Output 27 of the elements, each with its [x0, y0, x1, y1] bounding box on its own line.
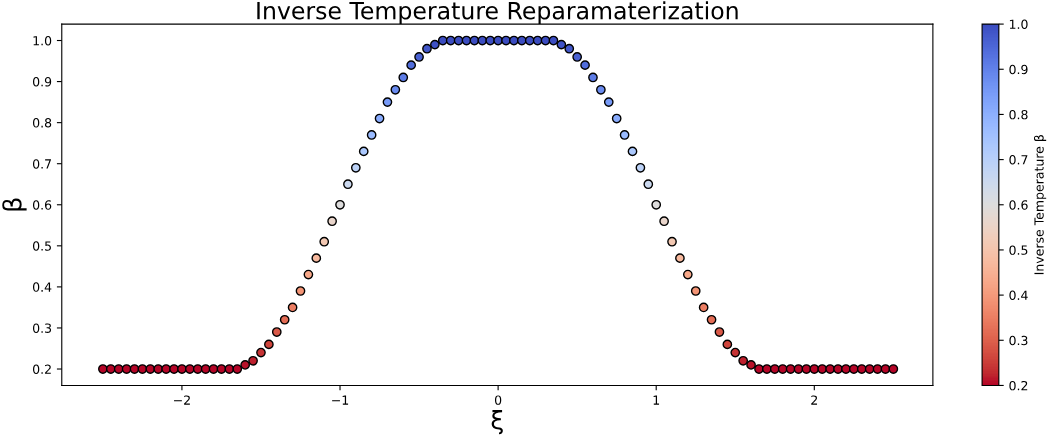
color-bar-label: 0.9	[1009, 64, 1028, 75]
color-bar-label: 0.4	[1009, 290, 1028, 301]
x-axis-title: ξ	[491, 410, 503, 435]
color-bar-label: 0.7	[1009, 155, 1028, 165]
color-bar-label: 0.3	[1009, 335, 1028, 346]
x-tick-label: −2	[174, 395, 190, 405]
chart-title: Inverse Temperature Reparamaterization	[257, 1, 738, 25]
y-tick-label: 0.8	[33, 118, 52, 128]
color-bar-label: 0.2	[1009, 380, 1028, 391]
y-tick-label: 0.2	[33, 364, 51, 374]
color-bar-label: 0.6	[1009, 200, 1028, 210]
color-bar-title: Inverse Temperature β	[1033, 135, 1047, 275]
x-tick-label: 1	[653, 395, 660, 405]
color-bar-label: 1.0	[1009, 19, 1028, 30]
color-bar-label: 0.5	[1009, 245, 1028, 255]
x-tick-label: −1	[332, 395, 349, 405]
y-tick-label: 1.0	[33, 35, 52, 46]
y-tick-label: 0.3	[33, 323, 52, 333]
y-axis-title: β	[2, 198, 27, 211]
x-tick-label: 2	[811, 395, 818, 405]
y-tick-label: 0.6	[33, 200, 52, 210]
color-bar-label: 0.8	[1009, 109, 1028, 120]
x-tick-label: 0	[494, 395, 502, 405]
y-tick-label: 0.9	[33, 77, 52, 87]
y-tick-label: 0.7	[33, 159, 51, 169]
y-tick-label: 0.4	[33, 282, 52, 292]
y-tick-label: 0.5	[33, 241, 51, 251]
